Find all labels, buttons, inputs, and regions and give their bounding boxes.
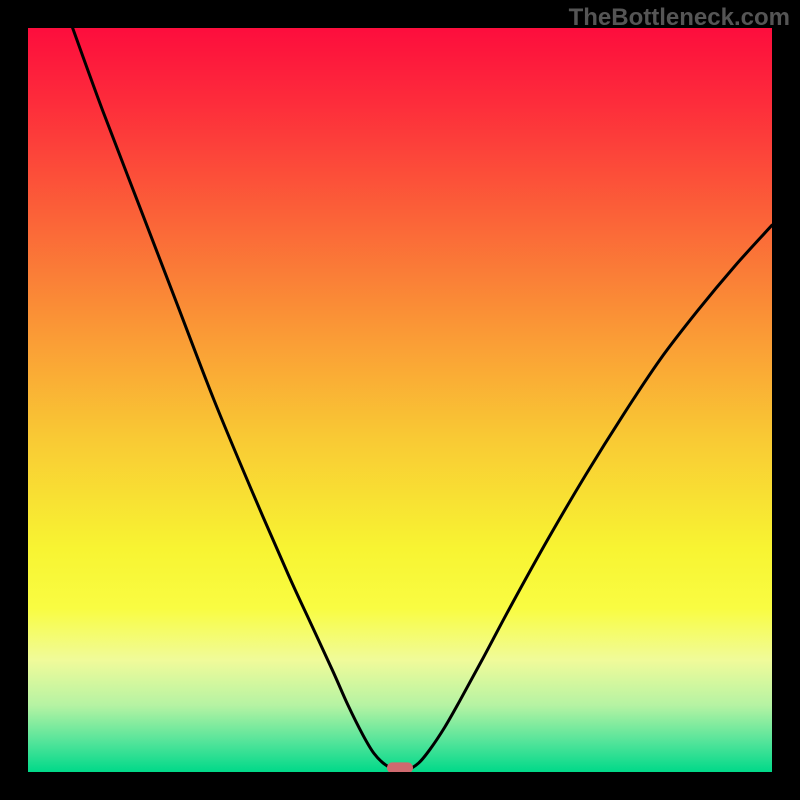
frame-border-bottom xyxy=(0,772,800,800)
frame-border-left xyxy=(0,0,28,800)
bottleneck-curve xyxy=(28,28,772,772)
plot-area xyxy=(28,28,772,772)
watermark-text: TheBottleneck.com xyxy=(569,4,790,32)
frame-border-right xyxy=(772,0,800,800)
